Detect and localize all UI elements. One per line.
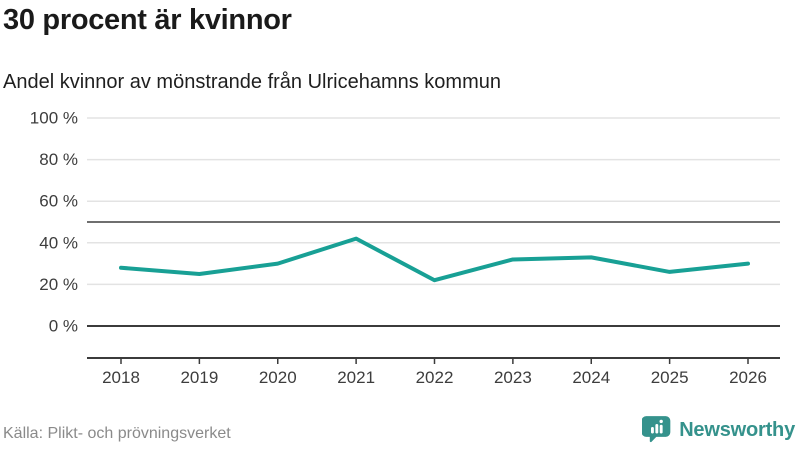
y-tick-label: 60 %	[39, 192, 78, 211]
x-tick-label: 2018	[102, 368, 140, 387]
chart-subtitle: Andel kvinnor av mönstrande från Ulriceh…	[3, 71, 501, 93]
data-line-andel-kvinnor	[119, 236, 750, 283]
source-note: Källa: Plikt- och prövningsverket	[3, 425, 231, 442]
y-tick-label: 20 %	[39, 275, 78, 294]
x-tick-label: 2025	[651, 368, 689, 387]
x-tick-label: 2026	[729, 368, 767, 387]
x-tick-label: 2019	[180, 368, 218, 387]
y-tick-label: 0 %	[49, 317, 78, 336]
newsworthy-bubble-chart-icon	[642, 416, 671, 443]
y-tick-label: 40 %	[39, 233, 78, 252]
newsworthy-logo: Newsworthy	[642, 415, 795, 445]
chart-title: 30 procent är kvinnor	[3, 4, 292, 36]
y-tick-label: 80 %	[39, 150, 78, 169]
newsworthy-wordmark: Newsworthy	[679, 418, 795, 441]
y-tick-label: 100 %	[30, 109, 78, 128]
x-tick-label: 2023	[494, 368, 532, 387]
x-tick-label: 2021	[337, 368, 375, 387]
x-tick-label: 2020	[259, 368, 297, 387]
x-tick-label: 2024	[572, 368, 610, 387]
x-tick-label: 2022	[416, 368, 454, 387]
